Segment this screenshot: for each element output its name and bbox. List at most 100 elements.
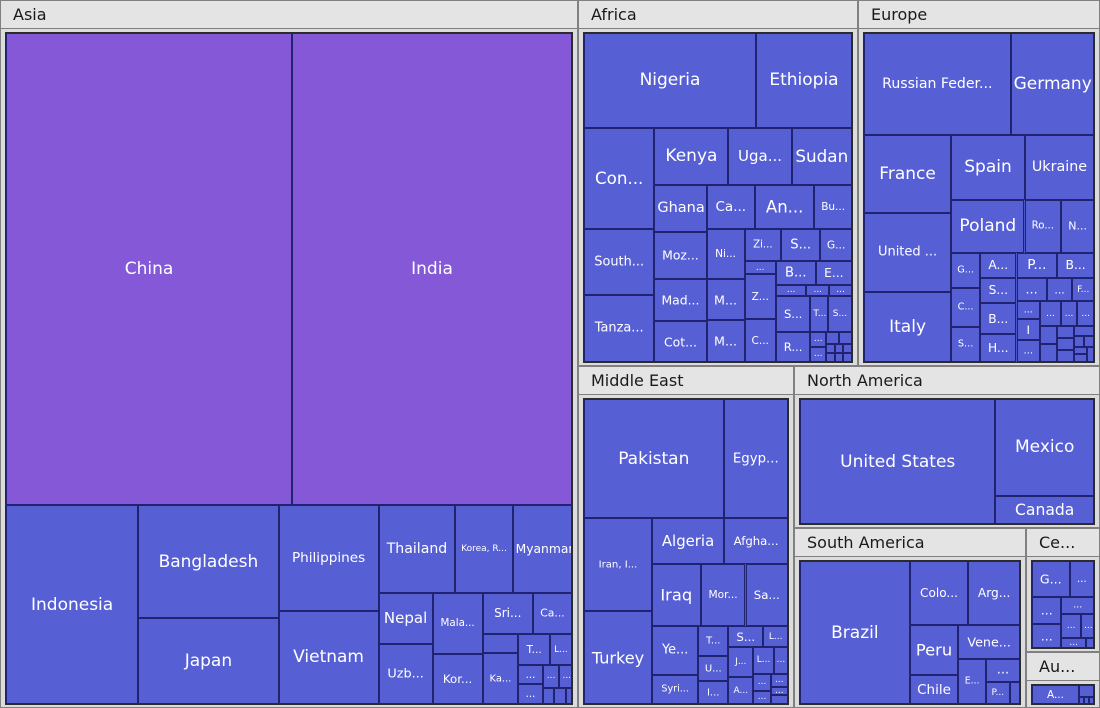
tile-unlabeled[interactable]: ... <box>1080 613 1094 639</box>
tile-syri[interactable]: Syri... <box>652 674 699 704</box>
tile-unlabeled[interactable]: ... <box>985 658 1020 683</box>
tile-ca[interactable]: Ca... <box>533 592 572 635</box>
tile-s[interactable]: S... <box>951 326 981 362</box>
tile-m[interactable]: M... <box>706 278 745 321</box>
tile-unlabeled[interactable]: ... <box>1069 561 1094 597</box>
tile-poland[interactable]: Poland <box>951 199 1025 253</box>
tile-c[interactable]: C... <box>744 319 776 362</box>
tile-unlabeled[interactable] <box>554 687 567 704</box>
tile-unlabeled[interactable] <box>1078 685 1094 697</box>
tile-unlabeled[interactable]: ... <box>773 647 788 674</box>
tile-italy[interactable]: Italy <box>864 291 952 362</box>
tile-united[interactable]: United ... <box>864 213 952 292</box>
region-europe[interactable]: Europe Russian Feder... Germany France Unite… <box>858 0 1100 366</box>
tile-ni[interactable]: Ni... <box>706 229 745 279</box>
tile-unlabeled[interactable] <box>566 687 572 704</box>
tile-unlabeled[interactable]: ... <box>542 664 560 688</box>
tile-j[interactable]: J... <box>728 647 754 678</box>
tile-ukraine[interactable]: Ukraine <box>1024 134 1094 200</box>
tile-c[interactable]: C... <box>951 287 981 327</box>
region-au[interactable]: Au... A... <box>1026 652 1100 708</box>
tile-e[interactable]: E... <box>815 261 852 286</box>
tile-indonesia[interactable]: Indonesia <box>6 505 139 704</box>
tile-l[interactable]: L... <box>753 647 774 674</box>
tile-unlabeled[interactable] <box>838 331 852 344</box>
tile-unlabeled[interactable]: ... <box>1040 301 1061 326</box>
tile-unlabeled[interactable]: ... <box>1060 301 1078 326</box>
tile-unlabeled[interactable]: ... <box>559 664 572 688</box>
tile-sri[interactable]: Sri... <box>482 592 533 635</box>
tile-unlabeled[interactable]: ... <box>1046 277 1073 302</box>
tile-unlabeled[interactable] <box>1078 696 1084 704</box>
tile-u[interactable]: U... <box>698 656 729 682</box>
tile-unlabeled[interactable] <box>1040 344 1058 362</box>
tile-egyp[interactable]: Egyp... <box>723 399 788 519</box>
tile-unlabeled[interactable] <box>1040 326 1058 344</box>
tile-nepal[interactable]: Nepal <box>378 592 433 644</box>
tile-unlabeled[interactable]: ... <box>1016 277 1047 302</box>
tile-thailand[interactable]: Thailand <box>378 505 456 593</box>
tile-unlabeled[interactable]: ... <box>770 686 788 696</box>
tile-ka[interactable]: Ka... <box>482 653 519 704</box>
region-header[interactable]: Africa <box>579 1 857 29</box>
tile-b[interactable]: B... <box>1057 252 1094 278</box>
tile-chile[interactable]: Chile <box>909 675 959 704</box>
tile-korea-r[interactable]: Korea, R... <box>455 505 513 593</box>
tile-unlabeled[interactable]: ... <box>770 673 788 687</box>
tile-sudan[interactable]: Sudan <box>791 127 852 186</box>
region-header[interactable]: Au... <box>1027 653 1099 681</box>
tile-unlabeled[interactable] <box>770 695 788 704</box>
region-header[interactable]: Middle East <box>579 367 793 395</box>
tile-uga[interactable]: Uga... <box>728 127 792 186</box>
tile-united-states[interactable]: United States <box>800 399 996 524</box>
tile-cot[interactable]: Cot... <box>654 321 707 362</box>
tile-a[interactable]: A... <box>728 677 754 704</box>
tile-unlabeled[interactable]: ... <box>806 285 830 296</box>
tile-unlabeled[interactable] <box>1083 696 1089 704</box>
region-header[interactable]: Europe <box>859 1 1099 29</box>
tile-unlabeled[interactable]: ... <box>518 664 543 685</box>
tile-japan[interactable]: Japan <box>138 618 279 704</box>
tile-unlabeled[interactable]: ... <box>1061 613 1081 639</box>
tile-unlabeled[interactable]: ... <box>775 285 807 296</box>
tile-unlabeled[interactable]: ... <box>518 684 543 704</box>
tile-pakistan[interactable]: Pakistan <box>584 399 724 519</box>
tile-g[interactable]: G... <box>1032 561 1070 597</box>
tile-a[interactable]: A... <box>980 252 1017 278</box>
tile-india[interactable]: India <box>292 33 572 506</box>
tile-ca[interactable]: Ca... <box>706 185 756 229</box>
tile-myanmar[interactable]: Myanmar <box>512 505 572 593</box>
tile-south[interactable]: South... <box>584 228 655 295</box>
tile-vene[interactable]: Vene... <box>958 625 1020 659</box>
tile-m[interactable]: M... <box>706 320 745 362</box>
tile-vietnam[interactable]: Vietnam <box>278 610 379 704</box>
tile-s[interactable]: S... <box>781 229 821 262</box>
tile-l[interactable]: L... <box>549 634 572 665</box>
tile-unlabeled[interactable] <box>825 352 835 362</box>
tile-russian-feder[interactable]: Russian Feder... <box>864 33 1011 135</box>
tile-unlabeled[interactable] <box>542 687 555 704</box>
region-header[interactable]: South America <box>795 529 1025 557</box>
tile-p[interactable]: P... <box>1016 252 1058 278</box>
tile-philippines[interactable]: Philippines <box>278 505 379 611</box>
tile-p[interactable]: P... <box>985 682 1010 704</box>
tile-france[interactable]: France <box>864 134 952 214</box>
tile-e[interactable]: E... <box>958 658 986 704</box>
tile-g[interactable]: G... <box>951 252 981 288</box>
tile-afgha[interactable]: Afgha... <box>724 518 788 565</box>
tile-unlabeled[interactable]: ... <box>810 331 826 347</box>
tile-f[interactable]: F... <box>1072 277 1094 302</box>
tile-colo[interactable]: Colo... <box>909 561 969 626</box>
tile-unlabeled[interactable]: ... <box>1016 340 1041 362</box>
region-header[interactable]: Asia <box>1 1 577 29</box>
tile-bu[interactable]: Bu... <box>814 185 852 229</box>
tile-turkey[interactable]: Turkey <box>584 611 652 704</box>
tile-unlabeled[interactable] <box>843 352 852 362</box>
tile-zi[interactable]: Zi... <box>744 229 782 262</box>
tile-unlabeled[interactable]: ... <box>829 285 852 296</box>
region-middle-east[interactable]: Middle East Pakistan Egyp... Iran, I... Turk… <box>578 366 794 708</box>
tile-s[interactable]: S... <box>980 277 1017 304</box>
tile-unlabeled[interactable] <box>1057 350 1075 362</box>
tile-unlabeled[interactable]: ... <box>744 261 776 274</box>
tile-brazil[interactable]: Brazil <box>800 561 910 704</box>
